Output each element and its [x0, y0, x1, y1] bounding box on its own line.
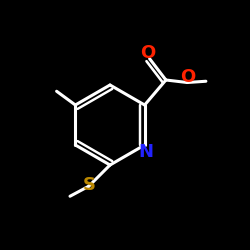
Text: O: O	[180, 68, 195, 86]
Text: O: O	[140, 44, 155, 62]
Text: S: S	[82, 176, 95, 194]
Text: N: N	[138, 143, 153, 161]
